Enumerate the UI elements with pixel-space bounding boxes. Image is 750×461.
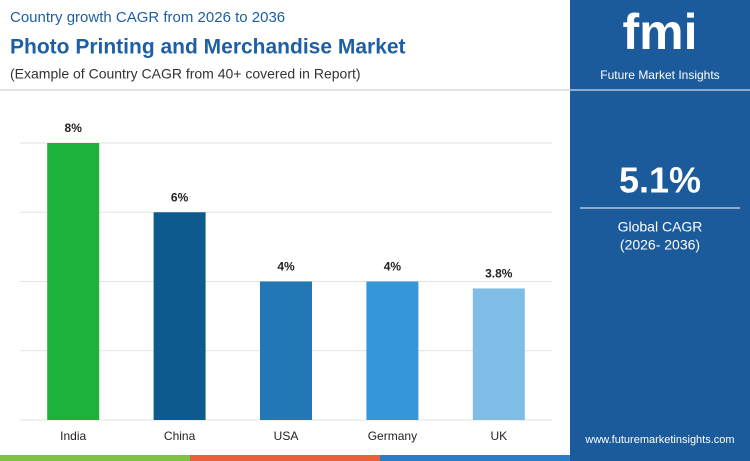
bar (260, 281, 312, 420)
sidebar-panel (570, 0, 750, 455)
value-label: 4% (384, 260, 402, 274)
x-tick-label: UK (490, 429, 507, 443)
logo: fmi (623, 4, 698, 60)
headline-period: (2026- 2036) (620, 237, 700, 253)
footer-stripe (0, 455, 190, 461)
value-label: 4% (277, 260, 295, 274)
headline-value: 5.1% (619, 160, 701, 201)
headline-label: Global CAGR (618, 219, 703, 235)
bar (472, 288, 525, 420)
bar (153, 212, 206, 420)
brand: Future Market Insights (600, 68, 719, 82)
x-tick-label: USA (274, 429, 299, 443)
value-label: 8% (65, 121, 83, 135)
x-tick-label: Germany (368, 429, 417, 443)
x-tick-label: India (60, 429, 86, 443)
value-label: 6% (171, 190, 189, 204)
bar (47, 143, 100, 420)
chart-subtitle: (Example of Country CAGR from 40+ covere… (10, 66, 361, 82)
footer-stripe (380, 455, 570, 461)
website: www.futuremarketinsights.com (584, 434, 734, 446)
kicker: Country growth CAGR from 2026 to 2036 (10, 9, 285, 26)
value-label: 3.8% (485, 267, 513, 281)
x-tick-label: China (164, 429, 196, 443)
footer-stripe (190, 455, 380, 461)
bar (366, 281, 419, 420)
footer-stripe (570, 455, 750, 461)
chart-title: Photo Printing and Merchandise Market (10, 36, 406, 59)
